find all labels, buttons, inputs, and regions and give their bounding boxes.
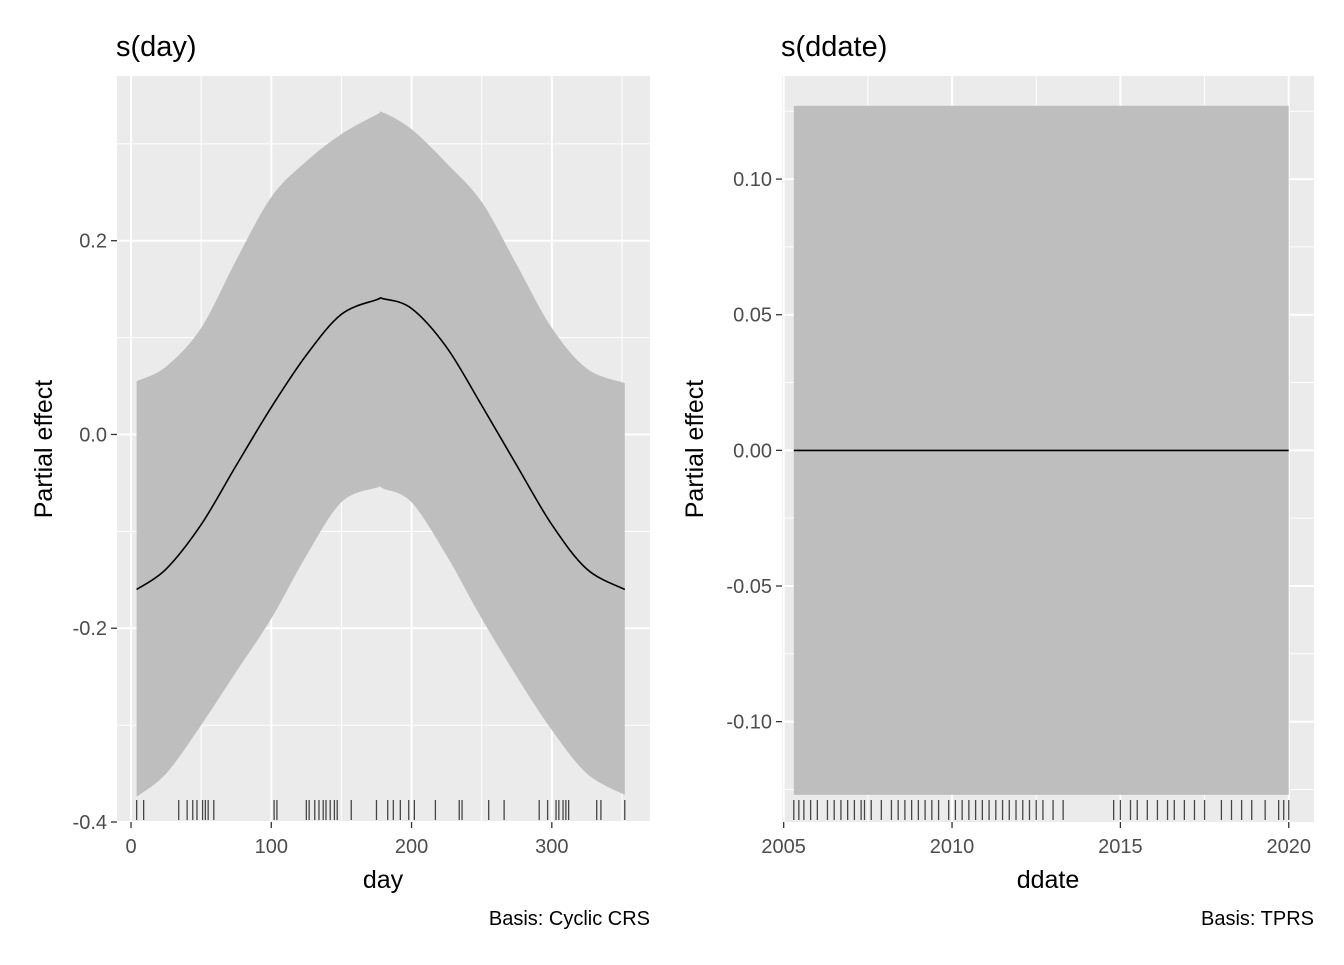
smooth-line	[136, 297, 626, 591]
y-tick-label: 0.05	[733, 305, 772, 327]
y-tick-label: 0.2	[79, 231, 107, 253]
x-tick-label: 0	[125, 836, 136, 858]
y-tick-label: -0.2	[73, 618, 107, 640]
y-axis: -0.4 -0.2 0.0 0.2	[73, 231, 117, 834]
confidence-band-layer	[136, 111, 625, 797]
y-axis: -0.10 -0.05 0.00 0.05 0.10	[726, 169, 782, 734]
smooth-line-layer	[136, 297, 626, 591]
y-tick-label: 0.0	[79, 424, 107, 446]
x-tick-label: 200	[395, 836, 428, 858]
x-axis: 0 100 200 300	[125, 822, 569, 858]
panel-title: s(day)	[116, 31, 197, 63]
x-tick-label: 2015	[1098, 836, 1143, 858]
panel-s-ddate: s(ddate) 2005 2010 2015 2020 -0.10 -0.05 0.00…	[681, 31, 1314, 930]
y-tick-label: 0.00	[733, 440, 772, 462]
panel-s-day: s(day) 0 100 200 300 -0.4 -0.2 0.0 0.2 day Par…	[30, 31, 650, 930]
y-axis-title: Partial effect	[681, 380, 709, 519]
y-tick-label: -0.4	[73, 812, 107, 834]
y-tick-label: 0.10	[733, 169, 772, 191]
confidence-band	[136, 111, 625, 797]
rug-marks	[135, 800, 626, 820]
x-tick-label: 2020	[1266, 836, 1311, 858]
basis-caption: Basis: Cyclic CRS	[489, 908, 650, 930]
y-tick-label: -0.10	[726, 712, 772, 734]
x-axis-title: day	[363, 866, 404, 894]
x-tick-label: 100	[255, 836, 288, 858]
x-axis: 2005 2010 2015 2020	[761, 822, 1311, 858]
x-tick-label: 2010	[930, 836, 975, 858]
x-tick-label: 2005	[761, 836, 806, 858]
y-axis-title: Partial effect	[30, 380, 58, 519]
rug-marks	[793, 800, 1290, 820]
basis-caption: Basis: TPRS	[1201, 908, 1314, 930]
x-axis-title: ddate	[1017, 866, 1080, 894]
x-tick-label: 300	[535, 836, 568, 858]
panel-title: s(ddate)	[781, 31, 887, 63]
y-tick-label: -0.05	[726, 576, 772, 598]
